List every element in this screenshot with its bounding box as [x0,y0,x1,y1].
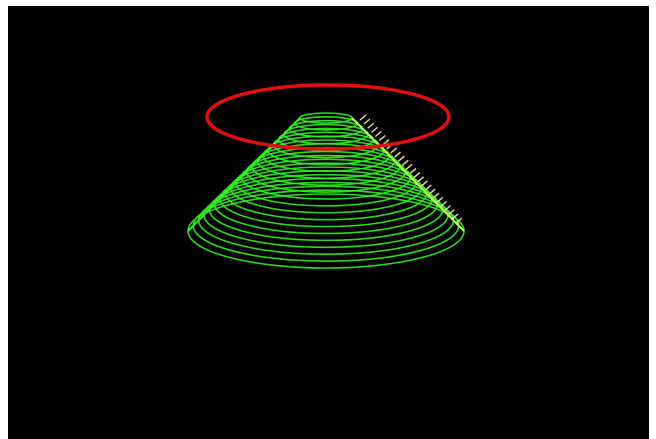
surface-normal-tick [397,155,405,162]
surface-normal-tick [424,184,432,191]
surface-normal-tick [417,176,425,183]
surface-normal-tick [455,217,463,224]
surface-normal-tick [367,122,375,129]
surface-normal-tick [371,126,378,133]
cone-ring [213,173,439,235]
surface-normal-tick [440,200,448,208]
surface-normal-tick [413,172,421,179]
cone-scene [187,83,465,269]
surface-normal-tick [428,188,436,195]
surface-normal-tick [390,147,398,154]
cone-edge-left [187,117,301,232]
surface-normal-tick [374,130,382,138]
surface-normal-tick [447,209,455,216]
surface-normal-tick [363,118,371,125]
cone-silhouette-group [187,117,465,232]
surface-normal-tick [436,196,444,203]
surface-normal-tick [420,180,428,187]
surface-normal-tick [409,168,417,175]
cone-ring [192,189,460,262]
surface-normal-tick [444,205,451,212]
surface-normal-tick [405,163,413,170]
surface-normal-tick [432,192,440,199]
surface-normal-tick [451,213,459,220]
surface-normal-tick [378,135,386,142]
surface-normal-tick [394,151,402,158]
red-orbit-ring [205,83,451,151]
surface-normal-tick [359,114,367,121]
cone-edge-right [351,117,465,232]
surface-normal-tick [401,159,409,166]
3d-viewport[interactable] [8,6,649,439]
